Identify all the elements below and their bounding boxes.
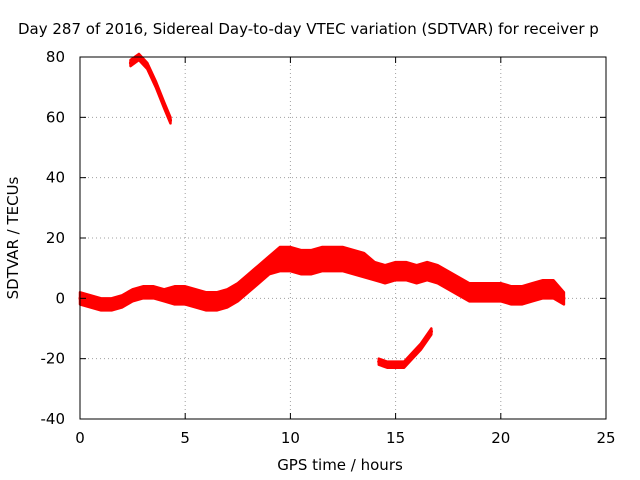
data-point	[89, 299, 93, 303]
series-band-1	[78, 245, 566, 312]
data-point	[204, 299, 208, 303]
data-point	[110, 302, 114, 306]
data-series-layer	[78, 52, 566, 369]
data-point	[425, 269, 429, 273]
x-tick-label: 25	[596, 429, 615, 447]
data-point	[154, 82, 158, 86]
y-tick-label: 60	[46, 108, 65, 126]
data-point	[128, 61, 132, 65]
y-tick-label: 0	[55, 289, 65, 307]
y-tick-label: -20	[41, 350, 66, 368]
data-point	[225, 296, 229, 300]
series-line-2	[128, 55, 172, 122]
x-tick-label: 0	[75, 429, 85, 447]
y-tick-label: -40	[41, 410, 66, 428]
data-point	[267, 263, 271, 267]
data-point	[419, 345, 423, 349]
data-point	[551, 287, 555, 291]
data-point	[131, 293, 135, 297]
grid-lines	[80, 57, 606, 419]
data-point	[99, 302, 103, 306]
data-point	[509, 293, 513, 297]
data-point	[246, 281, 250, 285]
data-point	[541, 287, 545, 291]
x-tick-label: 5	[180, 429, 190, 447]
data-point	[394, 363, 398, 367]
data-point	[141, 290, 145, 294]
data-point	[288, 257, 292, 261]
data-point	[446, 278, 450, 282]
data-point	[488, 290, 492, 294]
data-point	[299, 260, 303, 264]
data-point	[530, 290, 534, 294]
data-point	[385, 363, 389, 367]
chart-title: Day 287 of 2016, Sidereal Day-to-day VTE…	[18, 20, 599, 38]
data-point	[402, 363, 406, 367]
data-point	[320, 257, 324, 261]
data-point	[499, 290, 503, 294]
data-point	[394, 269, 398, 273]
data-point	[415, 272, 419, 276]
data-point	[152, 290, 156, 294]
axis-ticks: 0 5 10 15 20 25 -40 -20 0 20 40 60 80	[41, 48, 616, 447]
x-tick-label: 15	[386, 429, 405, 447]
x-tick-label: 10	[281, 429, 300, 447]
data-point	[404, 269, 408, 273]
data-point	[373, 269, 377, 273]
y-tick-label: 20	[46, 229, 65, 247]
data-point	[457, 284, 461, 288]
data-point	[436, 272, 440, 276]
data-point	[352, 260, 356, 264]
data-point	[120, 299, 124, 303]
data-point	[168, 118, 172, 122]
data-point	[377, 360, 381, 364]
data-point	[309, 260, 313, 264]
data-point	[194, 296, 198, 300]
data-point	[341, 257, 345, 261]
data-point	[410, 354, 414, 358]
x-tick-label: 20	[491, 429, 510, 447]
data-point	[278, 257, 282, 261]
data-point	[183, 293, 187, 297]
y-tick-label: 80	[46, 48, 65, 66]
data-point	[362, 263, 366, 267]
data-point	[330, 257, 334, 261]
data-point	[145, 64, 149, 68]
data-point	[173, 293, 177, 297]
data-point	[215, 299, 219, 303]
data-point	[562, 296, 566, 300]
x-axis-label: GPS time / hours	[277, 456, 403, 474]
data-point	[383, 272, 387, 276]
data-point	[257, 272, 261, 276]
data-point	[478, 290, 482, 294]
data-point	[520, 293, 524, 297]
data-point	[429, 330, 433, 334]
y-axis-label: SDTVAR / TECUs	[4, 176, 22, 299]
data-point	[236, 290, 240, 294]
data-point	[162, 293, 166, 297]
data-point	[162, 103, 166, 107]
data-point	[467, 290, 471, 294]
y-tick-label: 40	[46, 169, 65, 187]
